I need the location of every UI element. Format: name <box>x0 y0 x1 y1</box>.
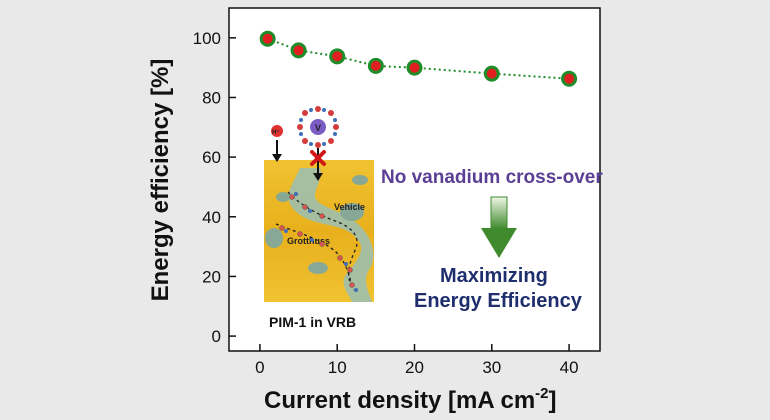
x-tick-label: 0 <box>255 358 264 377</box>
maximizing-annotation-line2: Energy Efficiency <box>414 290 583 312</box>
y-tick-label: 100 <box>193 29 221 48</box>
down-arrow-icon <box>481 196 517 258</box>
membrane-inset: Vehicle Grotthuss H⁺ <box>261 106 375 330</box>
cross-icon <box>310 150 326 166</box>
y-axis-title: Energy efficiency [%] <box>147 59 174 302</box>
pore <box>265 228 283 248</box>
proton-icon <box>271 125 283 137</box>
y-axis-ticks: 0 20 40 60 80 100 <box>193 29 236 346</box>
vanadium-label: V <box>315 123 321 133</box>
data-points <box>259 30 578 87</box>
inset-caption: PIM-1 in VRB <box>269 314 356 330</box>
x-tick-label: 30 <box>482 358 501 377</box>
y-tick-label: 60 <box>202 148 221 167</box>
data-point <box>483 65 500 82</box>
y-tick-label: 80 <box>202 88 221 107</box>
no-crossover-annotation: No vanadium cross-over <box>381 167 603 188</box>
x-tick-label: 20 <box>405 358 424 377</box>
y-tick-label: 0 <box>212 327 221 346</box>
data-point <box>406 59 423 76</box>
maximizing-annotation-line1: Maximizing <box>440 265 548 287</box>
data-point <box>259 30 276 47</box>
vanadium-complex-icon: V <box>297 106 339 148</box>
pore <box>340 203 364 221</box>
data-point <box>329 48 346 65</box>
pore <box>276 192 290 202</box>
pore <box>308 262 328 274</box>
x-tick-label: 40 <box>560 358 579 377</box>
pore <box>352 175 368 185</box>
x-tick-label: 10 <box>328 358 347 377</box>
transport-path <box>275 223 353 289</box>
arrowhead <box>313 173 323 181</box>
data-point <box>367 57 384 74</box>
x-axis-ticks: 0 10 20 30 40 <box>255 344 579 377</box>
inset-grotthuss-label: Grotthuss <box>287 236 330 246</box>
inset-vehicle-label: Vehicle <box>334 202 365 212</box>
y-tick-label: 20 <box>202 267 221 286</box>
data-point <box>561 70 578 87</box>
arrowhead <box>272 154 282 162</box>
proton-label: H⁺ <box>272 129 280 136</box>
data-point <box>290 42 307 59</box>
y-tick-label: 40 <box>202 208 221 227</box>
x-axis-title: Current density [mA cm-2] <box>264 385 557 414</box>
